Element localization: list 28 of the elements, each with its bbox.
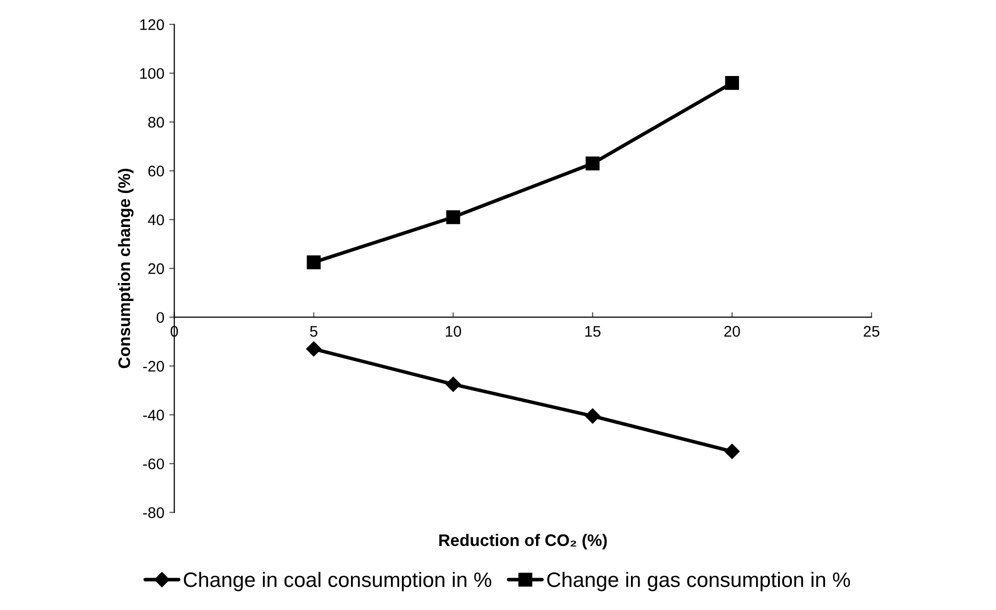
x-tick-label: 10 (446, 326, 462, 337)
point (446, 210, 460, 224)
point (446, 376, 461, 392)
x-axis-title: Reduction of CO₂ (%) (439, 534, 607, 550)
point (306, 341, 322, 356)
y-tick-label: 40 (148, 214, 164, 226)
y-tick-label: 0 (156, 312, 164, 323)
y-tick-label: -60 (143, 458, 164, 470)
point (724, 444, 740, 459)
y-axis-title: Consumption change (%) (118, 168, 134, 368)
y-tick-label: -20 (143, 360, 164, 372)
point (586, 156, 600, 170)
legend-label: Change in gas consumption in % (547, 572, 850, 592)
point (306, 255, 321, 270)
y-tick-label: -40 (143, 410, 164, 420)
y-tick-label: -80 (143, 507, 164, 518)
legend-label: Change in coal consumption in % (184, 572, 492, 592)
point (585, 408, 600, 424)
x-tick-label: 15 (585, 326, 600, 337)
y-tick-label: 120 (140, 19, 164, 30)
y-tick-label: 20 (148, 263, 164, 274)
x-tick-label: 20 (724, 326, 740, 337)
x-tick-label: 5 (310, 326, 318, 337)
point (725, 76, 740, 90)
y-tick-label: 80 (148, 116, 164, 128)
x-tick-label: 25 (864, 326, 880, 337)
y-tick-label: 60 (148, 166, 164, 176)
y-tick-label: 100 (140, 68, 164, 79)
